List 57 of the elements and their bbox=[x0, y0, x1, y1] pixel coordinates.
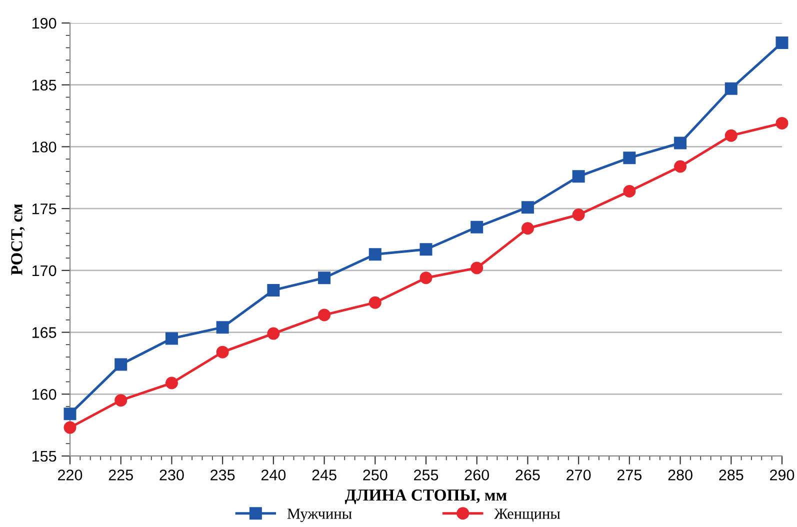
y-tick-label: 185 bbox=[32, 80, 56, 91]
y-tick-label: 165 bbox=[32, 327, 56, 338]
x-tick-label: 235 bbox=[210, 470, 235, 480]
x-tick-label: 265 bbox=[516, 470, 540, 480]
point bbox=[776, 116, 788, 130]
x-tick-label: 275 bbox=[617, 470, 642, 480]
point bbox=[318, 308, 331, 322]
point bbox=[623, 152, 636, 164]
point bbox=[572, 208, 585, 222]
point bbox=[368, 248, 382, 261]
point bbox=[114, 394, 128, 407]
legend-label: Мужчины bbox=[287, 508, 352, 522]
point bbox=[724, 82, 738, 95]
point bbox=[420, 272, 432, 284]
point bbox=[318, 272, 331, 284]
point bbox=[470, 220, 484, 234]
x-tick-label: 255 bbox=[414, 470, 438, 480]
point bbox=[165, 332, 178, 345]
point bbox=[267, 284, 280, 296]
x-tick-label: 280 bbox=[668, 470, 692, 480]
point bbox=[674, 160, 687, 173]
point bbox=[64, 408, 76, 420]
point bbox=[724, 129, 738, 142]
x-tick-label: 260 bbox=[464, 470, 490, 480]
x-tick-label: 250 bbox=[363, 470, 388, 480]
y-tick-label: 160 bbox=[32, 389, 56, 400]
point bbox=[114, 358, 128, 371]
x-tick-label: 290 bbox=[770, 470, 794, 480]
point bbox=[572, 170, 585, 183]
point bbox=[420, 243, 432, 256]
x-tick-label: 220 bbox=[58, 470, 82, 480]
point bbox=[64, 421, 76, 434]
x-axis-title: ДЛИНА СТОПЫ, мм bbox=[344, 490, 507, 504]
x-tick-label: 245 bbox=[312, 470, 336, 480]
point bbox=[674, 136, 687, 150]
point bbox=[623, 185, 636, 198]
x-tick-label: 240 bbox=[261, 470, 286, 480]
x-tick-label: 225 bbox=[108, 470, 133, 480]
x-tick-label: 230 bbox=[160, 470, 184, 480]
y-tick-label: 155 bbox=[32, 451, 56, 462]
y-tick-label: 190 bbox=[32, 18, 56, 29]
point bbox=[521, 222, 534, 235]
point bbox=[368, 296, 382, 309]
point bbox=[216, 346, 229, 358]
y-tick-label: 175 bbox=[32, 204, 56, 214]
legend-label: Женщины bbox=[494, 508, 560, 522]
y-axis-title: РОСТ, см bbox=[11, 204, 25, 276]
point bbox=[521, 201, 534, 214]
point bbox=[267, 327, 280, 340]
y-tick-label: 180 bbox=[32, 142, 56, 152]
point bbox=[165, 376, 178, 390]
y-tick-label: 170 bbox=[32, 265, 56, 276]
point bbox=[216, 321, 229, 334]
x-tick-label: 270 bbox=[566, 470, 591, 480]
point bbox=[776, 36, 788, 50]
x-tick-label: 285 bbox=[719, 470, 744, 480]
point bbox=[470, 262, 484, 274]
